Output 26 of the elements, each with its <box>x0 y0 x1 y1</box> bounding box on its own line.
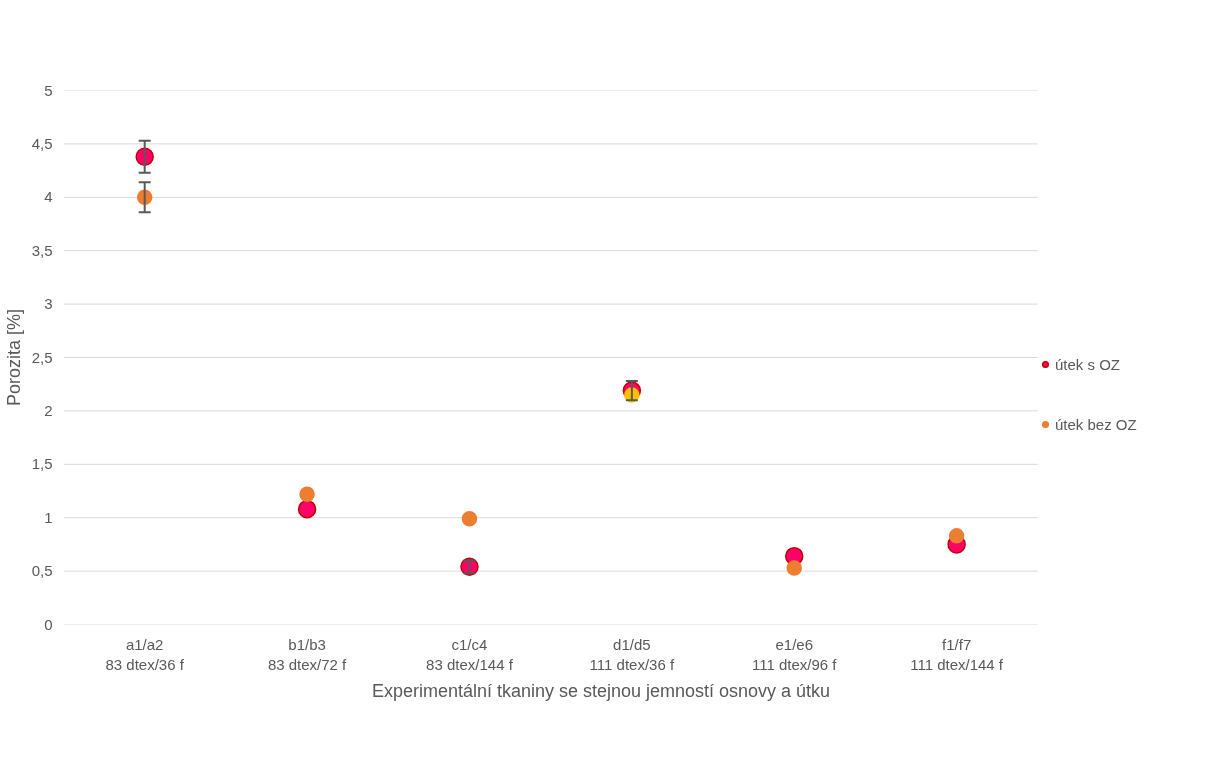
x-tick-label: f1/f7 111 dtex/144 f <box>910 635 1004 673</box>
y-tick-label: 1,5 <box>31 455 53 473</box>
y-tick-label: 2,5 <box>31 348 53 366</box>
point <box>948 528 965 544</box>
x-tick-label: b1/b3 83 dtex/72 f <box>267 635 348 673</box>
point <box>297 499 317 519</box>
y-tick-label: 2 <box>44 401 53 419</box>
y-tick-label: 3,5 <box>31 241 53 259</box>
y-tick-label: 4 <box>44 188 53 206</box>
x-tick-label: a1/a2 83 dtex/36 f <box>105 635 185 673</box>
y-tick-label: 1 <box>44 508 53 526</box>
point <box>461 511 478 527</box>
x-axis-title: Experimentální tkaniny se stejnou jemností osnovy a útku <box>371 680 831 701</box>
legend-label: útek bez OZ <box>1055 415 1137 433</box>
point <box>299 486 315 502</box>
y-tick-label: 0 <box>44 615 53 633</box>
y-tick-label: 0,5 <box>31 562 53 580</box>
legend-label: útek s OZ <box>1055 355 1121 373</box>
y-tick-label: 5 <box>44 81 53 99</box>
x-tick-label: e1/e6 111 dtex/96 f <box>751 635 838 673</box>
y-tick-label: 3 <box>44 295 53 313</box>
y-axis-title: Porozita [%] <box>3 308 24 407</box>
point <box>786 560 802 576</box>
y-tick-label: 4,5 <box>31 134 53 152</box>
x-tick-label: d1/d5 111 dtex/36 f <box>589 635 675 673</box>
x-tick-label: c1/c4 83 dtex/144 f <box>426 635 514 673</box>
